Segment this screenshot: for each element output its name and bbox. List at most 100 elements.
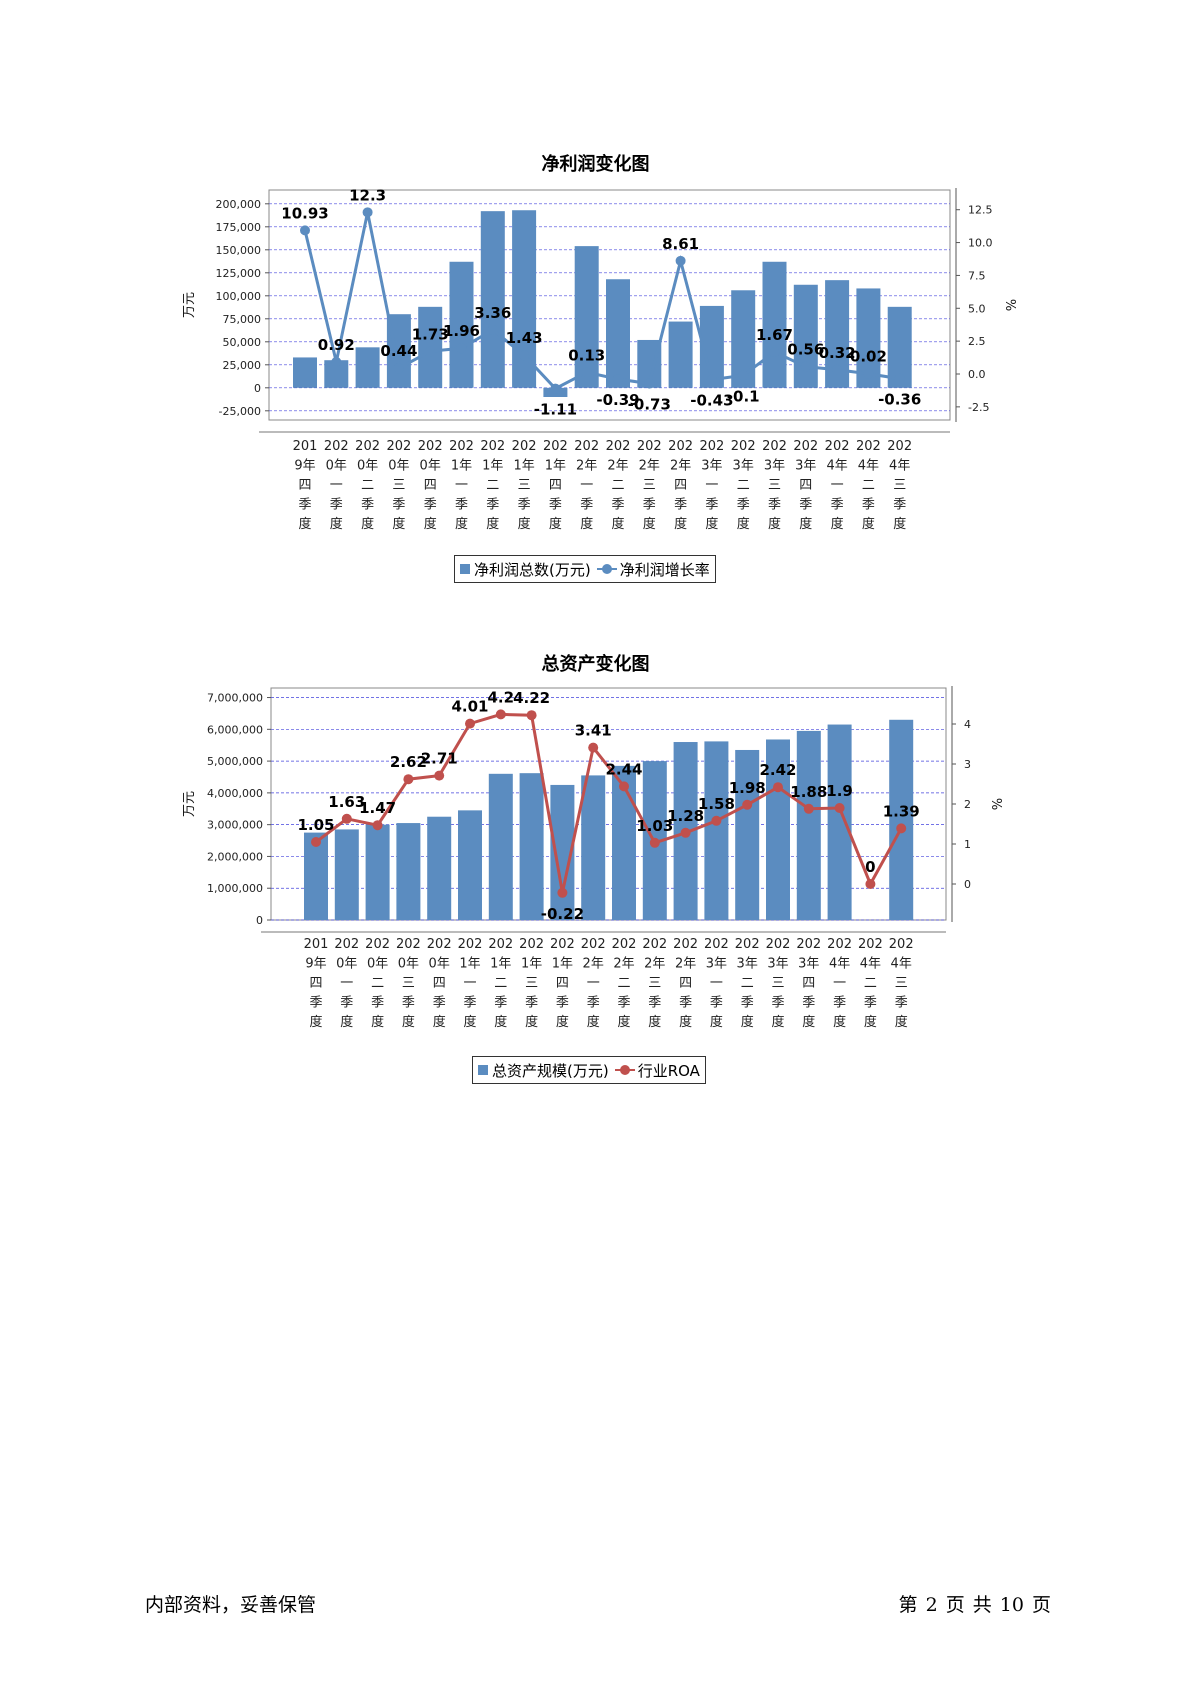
x-tick-label: 202 3年二季度 bbox=[731, 439, 756, 532]
legend-label: 总资产规模(万元) bbox=[492, 1061, 609, 1080]
line-point bbox=[487, 324, 498, 335]
y2-tick-label: -2.5 bbox=[968, 401, 989, 414]
y-axis-title: 万元 bbox=[182, 292, 197, 318]
data-label: 1.98 bbox=[729, 779, 766, 797]
line-point bbox=[465, 718, 475, 729]
chart-legend: 总资产规模(万元) 行业ROA bbox=[472, 1056, 706, 1084]
line-point bbox=[773, 782, 783, 793]
x-tick-label: 202 0年三季度 bbox=[386, 439, 411, 532]
plot-frame bbox=[268, 189, 951, 421]
x-tick-label: 202 4年二季度 bbox=[856, 439, 881, 532]
data-label: 3.36 bbox=[474, 304, 511, 322]
data-label: 0.13 bbox=[568, 346, 605, 364]
line-point bbox=[393, 363, 404, 374]
line-point bbox=[300, 225, 310, 236]
line-point bbox=[519, 350, 530, 361]
line-point bbox=[680, 827, 691, 838]
bar bbox=[449, 261, 474, 388]
x-tick-label: 202 0年四季度 bbox=[427, 937, 452, 1030]
legend-label: 行业ROA bbox=[637, 1061, 700, 1080]
y-axis-title: 万元 bbox=[182, 791, 197, 817]
x-tick-label: 202 3年三季度 bbox=[766, 937, 791, 1030]
bar bbox=[766, 739, 790, 920]
x-tick-label: 202 2年二季度 bbox=[612, 937, 637, 1030]
y2-tick-label: 12.5 bbox=[968, 204, 993, 217]
y-tick-label: 0 bbox=[256, 914, 263, 927]
y-tick-label: -25,000 bbox=[219, 405, 261, 418]
bar bbox=[355, 347, 380, 388]
bar bbox=[519, 773, 544, 920]
x-tick-label: 202 1年二季度 bbox=[488, 937, 513, 1030]
data-label: 1.9 bbox=[826, 782, 853, 800]
legend-bar-swatch bbox=[478, 1065, 488, 1075]
line-point bbox=[403, 774, 414, 785]
x-tick-label: 202 0年二季度 bbox=[365, 937, 390, 1030]
y-tick-label: 0 bbox=[254, 382, 261, 395]
y2-axis-title: % bbox=[988, 798, 1003, 810]
x-tick-label: 202 1年三季度 bbox=[512, 439, 537, 532]
series-line bbox=[303, 212, 900, 391]
legend-line-swatch bbox=[614, 1065, 635, 1075]
x-tick-label: 202 2年四季度 bbox=[673, 937, 698, 1030]
x-tick-label: 201 9年四季度 bbox=[304, 937, 329, 1030]
x-tick-label: 202 1年四季度 bbox=[543, 439, 568, 532]
x-tick-label: 202 3年三季度 bbox=[762, 439, 787, 532]
x-tick-label: 202 2年三季度 bbox=[637, 439, 662, 532]
data-label: 0.32 bbox=[819, 344, 856, 362]
line-point bbox=[619, 781, 629, 792]
line-point bbox=[832, 364, 843, 375]
line-point bbox=[550, 383, 561, 394]
line-point bbox=[495, 709, 506, 720]
footer-page-number: 第 2 页 共 10 页 bbox=[898, 1594, 1051, 1616]
data-label: -0.39 bbox=[596, 391, 639, 409]
x-tick-label: 202 3年一季度 bbox=[699, 439, 724, 532]
bar bbox=[488, 773, 513, 920]
x-tick-label: 202 0年一季度 bbox=[334, 937, 359, 1030]
line-point bbox=[675, 255, 686, 266]
line-point bbox=[706, 374, 717, 385]
bar bbox=[334, 829, 359, 920]
data-label: 2.71 bbox=[421, 750, 458, 768]
total-assets-plot: 0 1,000,000 2,000,000 3,000,000 4,000,000 5,0… bbox=[182, 686, 1003, 1030]
data-label: 0.02 bbox=[850, 348, 887, 366]
data-label: -0.22 bbox=[541, 905, 584, 923]
bar bbox=[735, 749, 760, 920]
data-label: -0.73 bbox=[628, 396, 671, 414]
line-point bbox=[711, 815, 722, 826]
line-point bbox=[649, 837, 660, 848]
x-tick-label: 202 4年一季度 bbox=[827, 937, 852, 1030]
x-tick-label: 202 0年二季度 bbox=[355, 439, 380, 532]
x-tick-label: 202 2年一季度 bbox=[581, 937, 606, 1030]
x-tick-label: 202 2年四季度 bbox=[668, 439, 693, 532]
legend-item-line: 行业ROA bbox=[614, 1060, 700, 1081]
x-tick-label: 202 2年三季度 bbox=[642, 937, 667, 1030]
x-tick-label: 202 2年一季度 bbox=[574, 439, 599, 532]
line-point bbox=[372, 820, 383, 831]
x-tick-label: 202 4年三季度 bbox=[889, 937, 914, 1030]
y2-tick-label: 3 bbox=[964, 758, 971, 771]
x-tick-label: 202 4年二季度 bbox=[858, 937, 883, 1030]
y2-tick-label: 1 bbox=[964, 838, 971, 851]
legend-label: 净利润增长率 bbox=[619, 560, 710, 579]
net-profit-plot: -25,000 0 25,000 50,000 75,000 100,000 125,000… bbox=[182, 186, 1017, 532]
x-tick-label: 202 3年四季度 bbox=[793, 439, 818, 532]
line-point bbox=[742, 799, 753, 810]
data-label: 1.63 bbox=[328, 793, 365, 811]
legend-line-swatch bbox=[596, 564, 617, 574]
y2-tick-label: 0.0 bbox=[968, 368, 986, 381]
x-tick-label: 202 0年一季度 bbox=[324, 439, 349, 532]
data-label: 0.44 bbox=[380, 342, 417, 360]
x-tick-label: 202 4年一季度 bbox=[825, 439, 850, 532]
data-label: 4.22 bbox=[513, 689, 550, 707]
series-line bbox=[315, 712, 903, 894]
bar bbox=[796, 730, 821, 920]
data-label: 0 bbox=[865, 858, 875, 876]
data-label: 1.03 bbox=[636, 817, 673, 835]
data-label: 1.43 bbox=[506, 329, 543, 347]
line-point bbox=[311, 837, 321, 847]
y-tick-label: 150,000 bbox=[216, 244, 262, 257]
data-label: 1.05 bbox=[297, 816, 334, 834]
y-tick-label: 200,000 bbox=[216, 198, 262, 211]
bar bbox=[396, 823, 421, 920]
data-label: 0.92 bbox=[318, 336, 355, 354]
